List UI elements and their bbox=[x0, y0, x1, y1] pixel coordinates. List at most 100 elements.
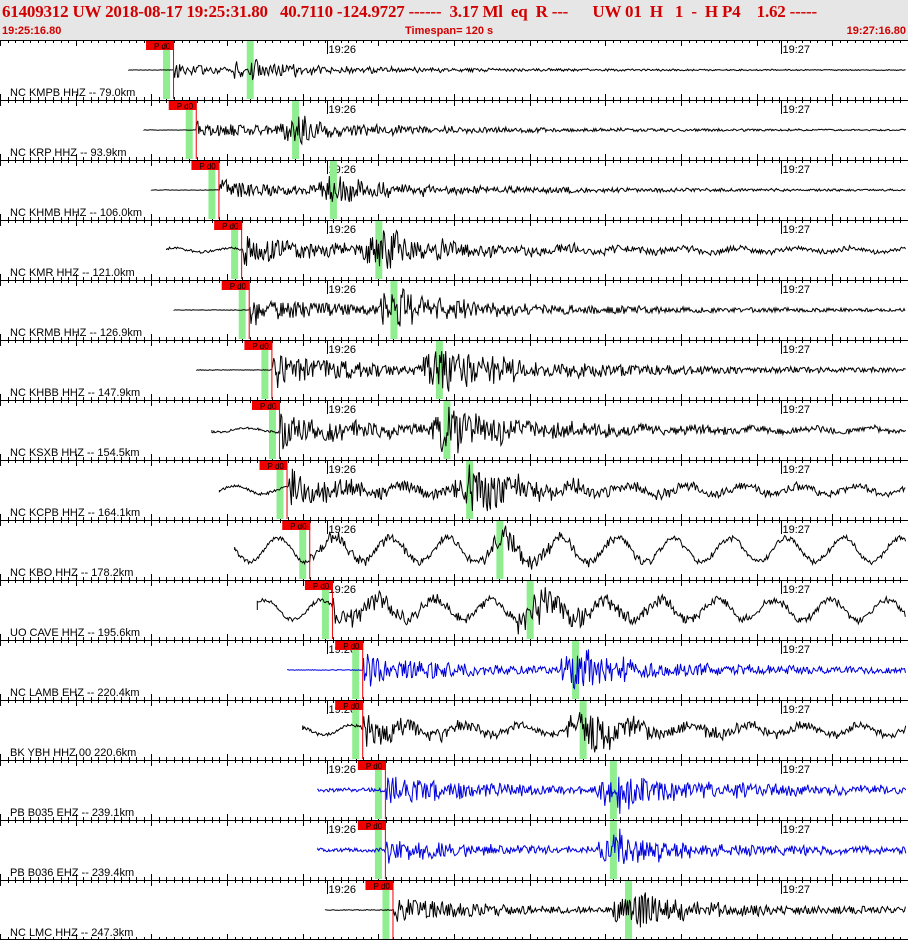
waveform-trace[interactable] bbox=[317, 828, 907, 864]
minute-time-label: 19:26 bbox=[329, 224, 357, 236]
p-phase-band bbox=[299, 521, 307, 579]
station-panel[interactable]: 19:26 19:27 P d0 NC KMR HHZ -- 121.0km bbox=[0, 220, 908, 280]
station-panel[interactable]: 19:26 19:27 P d0 PB B035 EHZ -- 239.1km bbox=[0, 760, 908, 820]
p-pick-flag[interactable] bbox=[214, 221, 243, 230]
waveform-panel[interactable]: 19:26 19:27 P d0 NC KMPB HHZ -- 79.0km 19:26… bbox=[0, 40, 908, 940]
p-pick-label: P d0 bbox=[290, 522, 307, 531]
p-pick-flag[interactable] bbox=[335, 701, 364, 710]
waveform-trace[interactable] bbox=[317, 776, 907, 814]
p-phase-band bbox=[276, 461, 284, 519]
s-phase-band bbox=[579, 701, 587, 759]
minute-time-label: 19:27 bbox=[783, 164, 811, 176]
waveform-trace[interactable] bbox=[196, 350, 906, 392]
s-phase-band bbox=[466, 461, 474, 519]
station-label: NC KMR HHZ -- 121.0km bbox=[10, 267, 135, 279]
station-panel[interactable]: 19:26 19:27 P d0 NC KHBB HHZ -- 147.9km bbox=[0, 340, 908, 400]
minute-time-label: 19:27 bbox=[783, 884, 811, 896]
minute-time-label: 19:27 bbox=[783, 584, 811, 596]
p-pick-flag[interactable] bbox=[357, 821, 386, 830]
minute-time-label: 19:27 bbox=[783, 464, 811, 476]
waveform-trace[interactable] bbox=[256, 587, 906, 635]
waveform-trace[interactable] bbox=[143, 115, 907, 146]
minute-time-label: 19:26 bbox=[329, 284, 357, 296]
waveform-trace[interactable] bbox=[211, 406, 907, 454]
waveform-trace[interactable] bbox=[173, 287, 906, 327]
waveform-trace[interactable] bbox=[287, 649, 906, 690]
station-panel[interactable]: 19:26 19:27 P d0 NC KBO HHZ -- 178.2km bbox=[0, 520, 908, 580]
waveform-trace[interactable] bbox=[218, 464, 906, 512]
station-label: NC KCPB HHZ -- 164.1km bbox=[10, 507, 140, 519]
event-header: 61409312 UW 2018-08-17 19:25:31.80 40.71… bbox=[0, 0, 908, 41]
waveform-trace[interactable] bbox=[324, 892, 906, 928]
minute-time-label: 19:27 bbox=[783, 704, 811, 716]
station-panel[interactable]: 19:26 19:27 P d0 PB B036 EHZ -- 239.4km bbox=[0, 820, 908, 880]
p-pick-flag[interactable] bbox=[221, 281, 250, 290]
p-pick-flag[interactable] bbox=[168, 101, 197, 110]
station-panel[interactable]: 19:26 19:27 P d0 NC KRP HHZ -- 93.9km bbox=[0, 100, 908, 160]
station-panel[interactable]: 19:26 19:27 P d0 NC KMPB HHZ -- 79.0km bbox=[0, 40, 908, 100]
p-pick-flag[interactable] bbox=[146, 41, 175, 50]
station-label: UO CAVE HHZ -- 195.6km bbox=[10, 627, 140, 639]
s-phase-band bbox=[609, 821, 617, 879]
minute-time-label: 19:27 bbox=[783, 224, 811, 236]
p-pick-flag[interactable] bbox=[335, 641, 364, 650]
p-pick-flag[interactable] bbox=[251, 401, 280, 410]
minute-time-label: 19:26 bbox=[329, 584, 357, 596]
station-panel[interactable]: 19:26 19:27 P d0 NC KRMB HHZ -- 126.9km bbox=[0, 280, 908, 340]
station-label: BK YBH HHZ 00 220.6km bbox=[10, 747, 136, 759]
minute-time-label: 19:27 bbox=[783, 764, 811, 776]
p-pick-label: P d0 bbox=[343, 702, 360, 711]
p-pick-flag[interactable] bbox=[365, 881, 394, 890]
minute-time-label: 19:26 bbox=[329, 824, 357, 836]
p-pick-label: P d0 bbox=[260, 402, 277, 411]
station-label: NC KHBB HHZ -- 147.9km bbox=[10, 387, 140, 399]
station-label: NC KSXB HHZ -- 154.5km bbox=[10, 447, 140, 459]
p-pick-flag[interactable] bbox=[282, 521, 311, 530]
station-label: NC KBO HHZ -- 178.2km bbox=[10, 567, 133, 579]
minute-time-label: 19:26 bbox=[329, 524, 357, 536]
station-panel[interactable]: 19:26 19:27 P d0 UO CAVE HHZ -- 195.6km bbox=[0, 580, 908, 640]
minute-time-label: 19:27 bbox=[783, 524, 811, 536]
minute-time-label: 19:26 bbox=[329, 464, 357, 476]
p-pick-flag[interactable] bbox=[259, 461, 288, 470]
p-pick-flag[interactable] bbox=[244, 341, 273, 350]
s-phase-band bbox=[496, 521, 504, 579]
end-time-label: 19:27:16.80 bbox=[846, 25, 906, 37]
minute-time-label: 19:27 bbox=[783, 404, 811, 416]
minute-time-label: 19:27 bbox=[783, 44, 811, 56]
p-pick-label: P d0 bbox=[373, 882, 390, 891]
p-pick-label: P d0 bbox=[268, 462, 285, 471]
p-phase-band bbox=[268, 401, 276, 459]
minute-time-label: 19:26 bbox=[329, 104, 357, 116]
minute-time-label: 19:27 bbox=[783, 344, 811, 356]
p-pick-flag[interactable] bbox=[191, 161, 220, 170]
waveform-trace[interactable] bbox=[150, 175, 906, 203]
p-pick-label: P d0 bbox=[230, 282, 247, 291]
start-time-label: 19:25:16.80 bbox=[2, 25, 62, 37]
p-pick-flag[interactable] bbox=[357, 761, 386, 770]
station-label: PB B035 EHZ -- 239.1km bbox=[10, 807, 134, 819]
timespan-label: Timespan= 120 s bbox=[405, 25, 494, 37]
station-label: NC KHMB HHZ -- 106.0km bbox=[10, 207, 142, 219]
p-pick-label: P d0 bbox=[177, 102, 194, 111]
station-panel[interactable]: 19:26 19:27 P d0 NC KCPB HHZ -- 164.1km bbox=[0, 460, 908, 520]
waveform-trace[interactable] bbox=[128, 58, 906, 81]
minute-time-label: 19:27 bbox=[783, 644, 811, 656]
waveform-trace[interactable] bbox=[166, 229, 906, 269]
p-pick-flag[interactable] bbox=[304, 581, 333, 590]
s-phase-band bbox=[572, 641, 580, 699]
waveform-trace[interactable] bbox=[234, 525, 907, 570]
s-phase-band bbox=[292, 101, 300, 159]
s-phase-band bbox=[390, 281, 398, 339]
station-panel[interactable]: 19:26 19:27 P d0 NC KSXB HHZ -- 154.5km bbox=[0, 400, 908, 460]
waveform-trace[interactable] bbox=[302, 712, 907, 753]
minute-time-label: 19:27 bbox=[783, 104, 811, 116]
p-pick-label: P d0 bbox=[154, 42, 171, 51]
s-phase-band bbox=[609, 761, 617, 819]
station-panel[interactable]: 19:26 19:27 P d0 NC LMC HHZ -- 247.3km bbox=[0, 880, 908, 940]
p-phase-band bbox=[321, 581, 329, 639]
